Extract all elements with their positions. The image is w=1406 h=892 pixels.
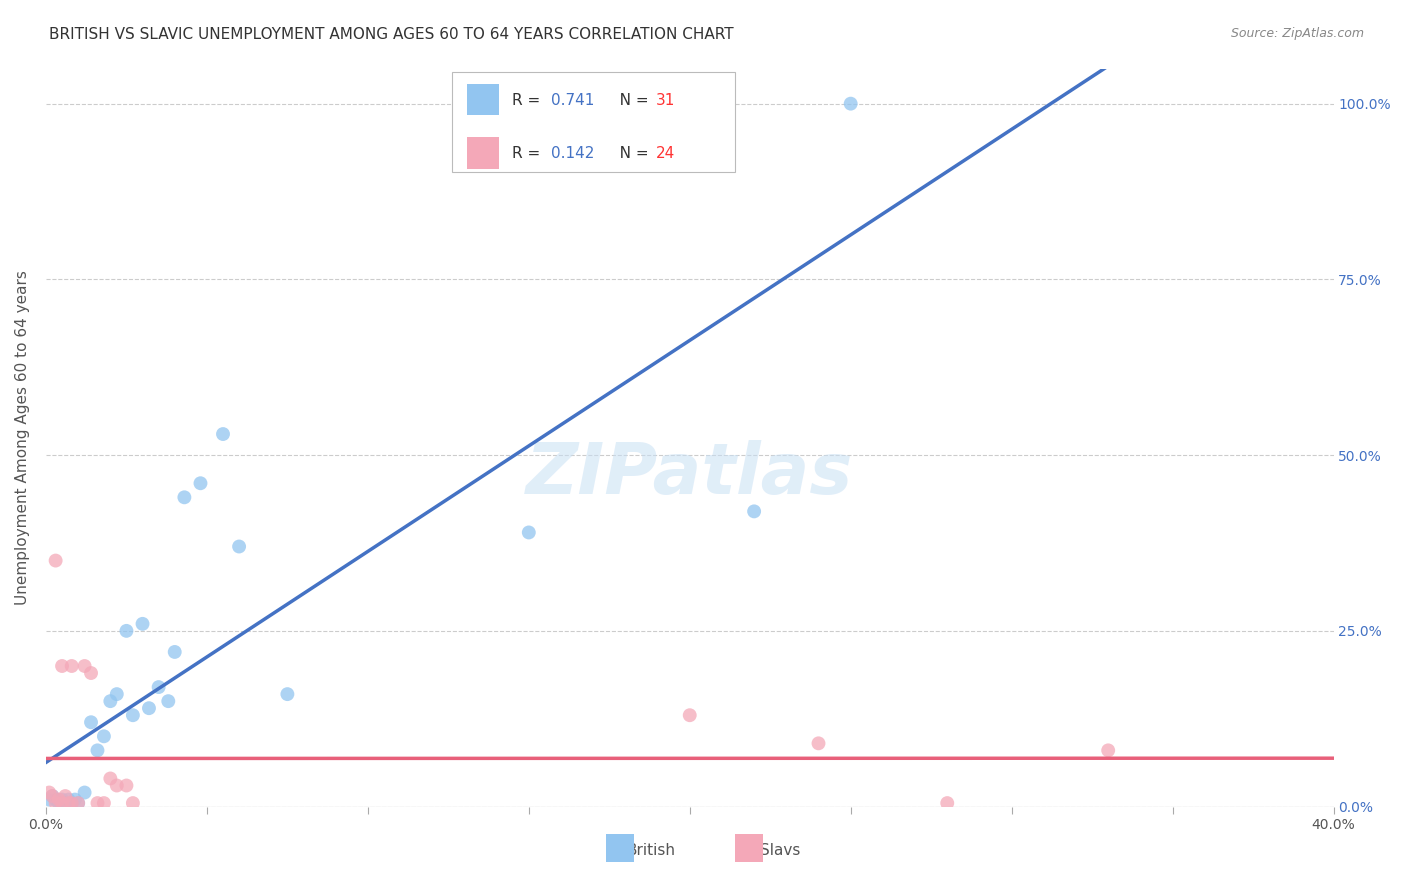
Point — [48, 796, 70, 810]
Point — [73, 659, 96, 673]
Point — [67, 796, 90, 810]
Point — [679, 708, 702, 723]
Point — [157, 694, 180, 708]
Point — [60, 796, 83, 810]
Point — [53, 789, 76, 803]
Point — [63, 792, 86, 806]
Point — [38, 792, 60, 806]
Point — [138, 701, 160, 715]
Point — [115, 624, 138, 638]
Point — [51, 796, 73, 810]
Point — [73, 785, 96, 799]
Point — [212, 427, 235, 442]
Text: BRITISH VS SLAVIC UNEMPLOYMENT AMONG AGES 60 TO 64 YEARS CORRELATION CHART: BRITISH VS SLAVIC UNEMPLOYMENT AMONG AGE… — [49, 27, 734, 42]
Point — [742, 504, 765, 518]
Point — [131, 616, 153, 631]
Point — [45, 796, 67, 810]
FancyBboxPatch shape — [451, 72, 735, 172]
Text: 31: 31 — [657, 93, 676, 108]
Point — [45, 553, 67, 567]
Point — [276, 687, 298, 701]
Point — [163, 645, 186, 659]
Text: ZIPatlas: ZIPatlas — [526, 440, 853, 509]
Point — [105, 687, 128, 701]
Point — [122, 708, 145, 723]
Text: 0.741: 0.741 — [551, 93, 595, 108]
Point — [53, 796, 76, 810]
Point — [807, 736, 830, 750]
Point — [839, 96, 862, 111]
Point — [67, 796, 90, 810]
Point — [98, 694, 121, 708]
Point — [41, 789, 63, 803]
Point — [58, 796, 80, 810]
Point — [517, 525, 540, 540]
Point — [93, 729, 115, 743]
Point — [1097, 743, 1119, 757]
Point — [48, 792, 70, 806]
Text: N =: N = — [605, 93, 654, 108]
Point — [38, 785, 60, 799]
Point — [86, 796, 108, 810]
Text: Slavs: Slavs — [759, 843, 800, 858]
Point — [228, 540, 250, 554]
Point — [98, 772, 121, 786]
Text: British: British — [627, 843, 676, 858]
Bar — [606, 834, 634, 862]
Text: R =: R = — [512, 93, 546, 108]
Y-axis label: Unemployment Among Ages 60 to 64 years: Unemployment Among Ages 60 to 64 years — [15, 270, 30, 605]
Point — [122, 796, 145, 810]
Point — [41, 789, 63, 803]
Bar — [467, 84, 499, 115]
Text: 24: 24 — [657, 146, 675, 161]
Text: 0.142: 0.142 — [551, 146, 595, 161]
Point — [148, 680, 170, 694]
Point — [93, 796, 115, 810]
Point — [51, 792, 73, 806]
Point — [58, 792, 80, 806]
Text: R =: R = — [512, 146, 546, 161]
Text: Source: ZipAtlas.com: Source: ZipAtlas.com — [1230, 27, 1364, 40]
Point — [45, 792, 67, 806]
Bar — [735, 834, 763, 862]
Point — [86, 743, 108, 757]
Point — [80, 666, 103, 681]
Point — [190, 476, 212, 491]
Text: N =: N = — [605, 146, 654, 161]
Point — [105, 779, 128, 793]
Point — [60, 796, 83, 810]
Point — [60, 659, 83, 673]
Point — [51, 659, 73, 673]
Point — [115, 779, 138, 793]
Point — [80, 715, 103, 730]
Point — [173, 491, 195, 505]
Bar — [467, 137, 499, 169]
Point — [936, 796, 959, 810]
